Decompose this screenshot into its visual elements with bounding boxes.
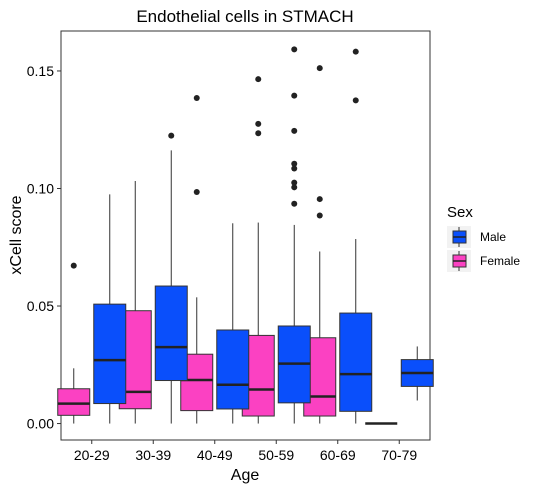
x-axis-label: Age <box>231 467 260 484</box>
outlier-point <box>255 76 262 83</box>
legend-title: Sex <box>447 204 473 221</box>
box-male-70-79 <box>400 346 434 401</box>
legend: Sex Male Female <box>447 204 520 272</box>
outlier-point <box>291 184 298 191</box>
outlier-point <box>193 94 200 101</box>
legend-label: Female <box>480 254 520 268</box>
outlier-point <box>291 200 298 207</box>
y-tick-label: 0.05 <box>27 298 54 314</box>
legend-label: Male <box>480 230 506 244</box>
x-tick-label: 70-79 <box>381 447 417 463</box>
box-female-20-29 <box>57 262 91 424</box>
y-tick-label: 0.10 <box>27 180 54 196</box>
outlier-point <box>316 65 323 72</box>
outlier-point <box>352 97 359 104</box>
outlier-point <box>255 120 262 127</box>
y-axis: 0.00 0.05 0.10 0.15 <box>27 63 61 432</box>
outlier-point <box>291 92 298 99</box>
chart-title: Endothelial cells in STMACH <box>136 7 353 26</box>
outlier-point <box>291 127 298 134</box>
outlier-point <box>255 130 262 137</box>
box-iqr <box>93 303 127 405</box>
outlier-point <box>70 262 77 269</box>
y-axis-label: xCell score <box>8 195 25 274</box>
box-male-40-49 <box>216 223 250 424</box>
outlier-point <box>291 179 298 186</box>
y-tick-label: 0.15 <box>27 63 54 79</box>
x-tick-label: 60-69 <box>320 447 356 463</box>
legend-entry-male: Male <box>447 226 506 248</box>
box-iqr <box>216 329 250 410</box>
outlier-point <box>316 212 323 219</box>
box-male-30-39 <box>154 132 188 424</box>
box-iqr <box>339 312 373 412</box>
outlier-point <box>291 165 298 172</box>
outlier-point <box>291 160 298 167</box>
outlier-point <box>291 46 298 53</box>
x-tick-label: 30-39 <box>135 447 171 463</box>
x-tick-label: 40-49 <box>197 447 233 463</box>
box-series-group <box>57 46 434 425</box>
legend-entry-female: Female <box>447 250 520 272</box>
x-tick-label: 50-59 <box>258 447 294 463</box>
outlier-point <box>352 48 359 55</box>
x-axis: 20-29 30-39 40-49 50-59 60-69 70-79 <box>74 440 417 463</box>
box-iqr <box>154 285 188 382</box>
box-male-60-69 <box>339 48 373 424</box>
x-tick-label: 20-29 <box>74 447 110 463</box>
box-male-50-59 <box>277 46 311 424</box>
outlier-point <box>316 196 323 203</box>
outlier-point <box>168 132 175 139</box>
box-male-20-29 <box>93 194 127 424</box>
y-tick-label: 0.00 <box>27 416 54 432</box>
box-iqr <box>57 388 91 416</box>
outlier-point <box>193 189 200 196</box>
legend-entries: Male Female <box>447 226 520 272</box>
